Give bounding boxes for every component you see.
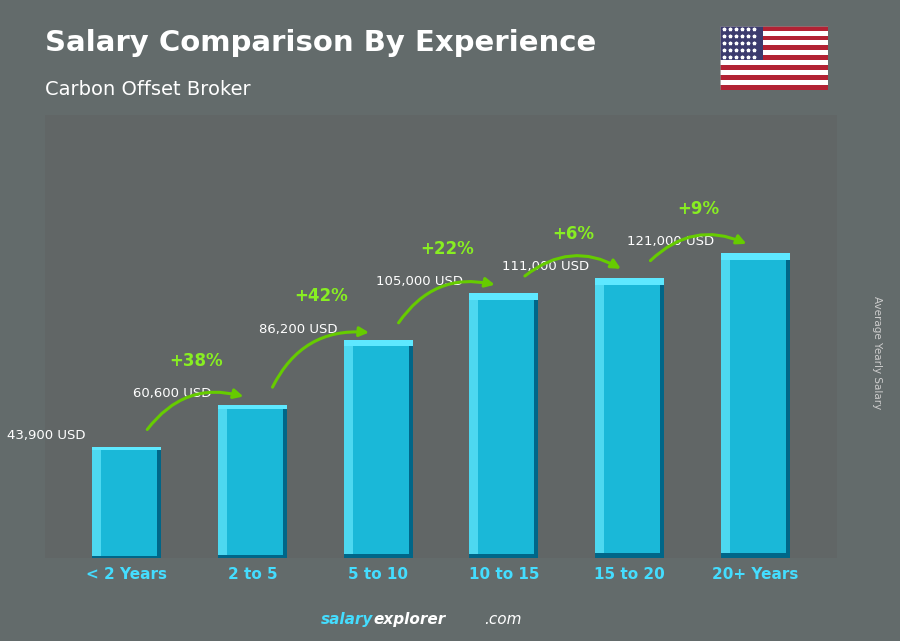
FancyBboxPatch shape [92,447,101,558]
FancyBboxPatch shape [469,554,538,558]
Text: salary: salary [321,612,374,627]
FancyBboxPatch shape [218,555,287,558]
FancyBboxPatch shape [92,447,161,450]
FancyBboxPatch shape [469,293,538,299]
Bar [720,80,828,85]
FancyBboxPatch shape [409,340,413,558]
FancyBboxPatch shape [535,293,538,558]
Bar [720,70,828,75]
Bar [720,26,763,60]
Text: 111,000 USD: 111,000 USD [501,260,589,273]
FancyBboxPatch shape [660,278,664,558]
FancyBboxPatch shape [786,253,790,558]
FancyBboxPatch shape [469,293,478,558]
FancyBboxPatch shape [218,405,227,558]
FancyBboxPatch shape [595,278,604,558]
Bar [720,46,828,50]
Text: +6%: +6% [552,225,594,243]
FancyBboxPatch shape [344,340,413,558]
FancyBboxPatch shape [469,293,538,558]
Text: 121,000 USD: 121,000 USD [627,235,715,248]
Bar [720,60,828,65]
Bar [720,50,828,55]
Text: +42%: +42% [294,287,348,305]
FancyBboxPatch shape [595,278,664,558]
Text: 105,000 USD: 105,000 USD [376,276,463,288]
FancyBboxPatch shape [92,556,161,558]
Text: .com: .com [484,612,522,627]
Bar [720,75,828,80]
Bar [720,40,828,46]
FancyBboxPatch shape [721,553,790,558]
Text: +9%: +9% [678,199,720,217]
FancyBboxPatch shape [721,253,730,558]
FancyBboxPatch shape [344,340,413,345]
FancyBboxPatch shape [721,253,790,260]
Text: Salary Comparison By Experience: Salary Comparison By Experience [45,29,596,57]
Bar [720,35,828,40]
FancyBboxPatch shape [344,554,413,558]
FancyBboxPatch shape [344,340,353,558]
Text: 43,900 USD: 43,900 USD [7,429,86,442]
FancyBboxPatch shape [721,253,790,558]
FancyBboxPatch shape [218,405,287,558]
FancyBboxPatch shape [158,447,161,558]
Text: +22%: +22% [420,240,474,258]
Text: Average Yearly Salary: Average Yearly Salary [872,296,883,409]
Bar [720,55,828,60]
Text: Carbon Offset Broker: Carbon Offset Broker [45,80,250,99]
Text: +38%: +38% [169,352,222,370]
FancyBboxPatch shape [283,405,287,558]
Text: explorer: explorer [374,612,446,627]
Bar [720,85,828,90]
FancyBboxPatch shape [218,405,287,409]
FancyBboxPatch shape [595,553,664,558]
Bar [720,65,828,70]
FancyBboxPatch shape [595,278,664,285]
Text: 86,200 USD: 86,200 USD [259,323,338,336]
FancyBboxPatch shape [92,447,161,558]
Bar [720,31,828,35]
Text: 60,600 USD: 60,600 USD [133,387,212,401]
Bar [720,26,828,31]
